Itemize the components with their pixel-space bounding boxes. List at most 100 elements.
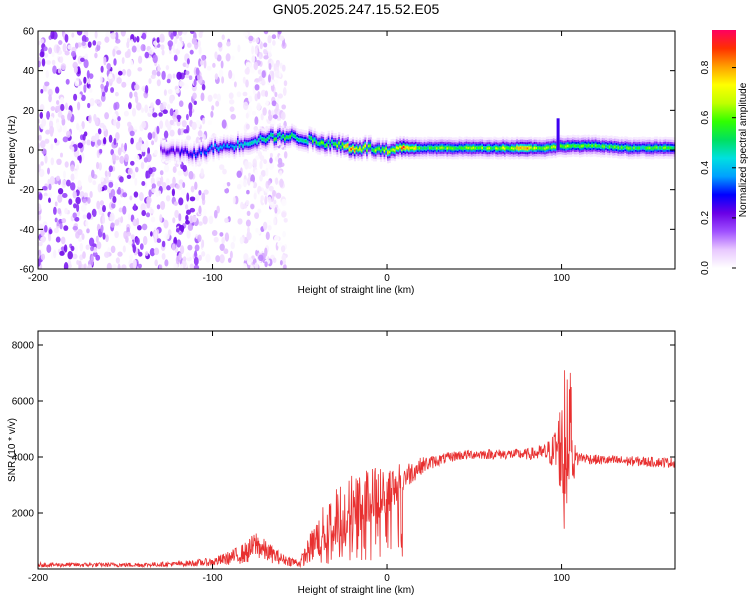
spectrogram-cell: [113, 138, 117, 146]
spectrogram-cell: [423, 146, 426, 149]
spectrogram-cell: [156, 238, 162, 243]
spectrogram-cell: [188, 75, 193, 81]
spectrogram-cell: [53, 206, 57, 215]
spectrogram-cell: [97, 128, 102, 135]
spectrogram-cell: [552, 145, 555, 148]
spectrogram-cell: [514, 147, 517, 150]
spectrogram-cell: [172, 217, 176, 224]
spectrogram-cell: [177, 170, 183, 176]
spectrogram-cell: [629, 147, 632, 150]
spectrogram-cell: [111, 153, 117, 162]
spectrogram-cell: [51, 59, 56, 66]
spectrogram-cell: [257, 91, 261, 100]
spectrogram-cell: [188, 170, 194, 180]
spectrogram-cell: [246, 210, 251, 217]
spectrogram-cell: [231, 145, 234, 148]
spectrogram-cell: [176, 71, 182, 80]
spectrogram-cell: [247, 226, 250, 235]
spectrogram-cell: [235, 210, 242, 216]
spectrogram-cell: [298, 139, 301, 141]
spectrogram-cell: [194, 181, 198, 190]
spectrogram-cell: [250, 141, 253, 144]
spectrogram-cell: [86, 228, 90, 234]
spectrogram-cell: [659, 146, 662, 149]
spectrogram-cell: [182, 256, 187, 262]
spectrogram-cell: [435, 147, 438, 150]
spectrogram-cell: [230, 241, 235, 250]
spectrogram-cell: [175, 255, 181, 265]
spectrogram-cell: [192, 92, 197, 100]
spectrogram-cell: [183, 83, 189, 90]
spectrogram-cell: [245, 79, 249, 88]
spectrogram-cell: [83, 84, 87, 93]
spectrogram-cell: [101, 91, 106, 97]
spectrogram-cell: [104, 112, 110, 120]
spectrogram-cell: [56, 122, 61, 130]
spectrogram-cell: [76, 203, 80, 213]
spectrogram-cell: [251, 45, 255, 55]
spectrogram-y-ticks: -60 -40 -20 0 20 40 60: [20, 27, 675, 276]
spectrogram-cell: [153, 247, 160, 256]
spectrogram-cell: [277, 157, 283, 165]
spectrogram-cell: [144, 51, 150, 59]
spectrogram-cell: [180, 189, 187, 195]
spectrogram-cell: [146, 199, 151, 209]
spectrogram-cell: [76, 164, 80, 171]
spectrogram-cell: [38, 249, 42, 257]
spectrogram-cell: [161, 49, 165, 56]
spectrogram-cell: [156, 37, 160, 43]
spectrogram-cell: [176, 239, 182, 248]
spectrogram-cell: [528, 146, 531, 149]
x-tick-label: 0: [384, 573, 390, 584]
spectrogram-cell: [255, 244, 260, 251]
spectrogram-cell: [259, 160, 263, 170]
spectrogram-cell: [141, 210, 147, 217]
spectrogram-cell: [112, 264, 117, 269]
spectrogram-cell: [124, 142, 128, 152]
spectrogram-cell: [652, 147, 655, 150]
spectrogram-cell: [260, 89, 267, 97]
spectrogram-cell: [102, 125, 107, 132]
spectrogram-cell: [185, 70, 190, 75]
spectrogram-cell: [246, 231, 252, 241]
spectrogram-cell: [76, 31, 83, 36]
spectrogram-cell: [38, 203, 42, 212]
spectrogram-cell: [507, 147, 510, 150]
spectrogram-cell: [164, 232, 170, 240]
spectrogram-cell: [150, 102, 155, 110]
spectrogram-cell: [261, 138, 264, 141]
x-tick-label: -200: [28, 573, 48, 584]
spectrogram-cell: [449, 147, 452, 149]
spectrogram-cell: [271, 34, 277, 40]
spectrogram-cell: [638, 147, 641, 149]
spectrogram-cell: [610, 145, 613, 148]
spectrogram-cell: [150, 74, 156, 80]
spectrogram-cell: [245, 123, 250, 130]
spectrogram-cell: [278, 70, 282, 78]
spectrogram-cell: [200, 152, 203, 155]
spectrogram-cell: [44, 154, 48, 164]
spectrogram-cell: [329, 144, 332, 147]
spectrogram-cell: [160, 44, 165, 51]
spectrogram-cell: [596, 145, 599, 148]
spectrogram-cell: [662, 147, 665, 149]
y-tick-label: -20: [20, 185, 35, 196]
spectrogram-cell: [190, 185, 195, 193]
spectrogram-cell: [272, 204, 276, 210]
spectrogram-cell: [54, 217, 58, 223]
spectrogram-cell: [289, 135, 292, 138]
spectrogram-cell: [279, 170, 283, 176]
spectrogram-cell: [415, 146, 418, 149]
spectrogram-cell: [272, 114, 278, 120]
spectrogram-cell: [98, 162, 102, 171]
spectrogram-cell: [268, 185, 274, 192]
spectrogram-cell: [121, 81, 127, 88]
snr-y-label: SNR (10 * v/v): [7, 418, 18, 482]
spectrogram-cell: [97, 183, 103, 193]
spectrogram-cell: [239, 236, 244, 245]
spectrogram-cell: [90, 245, 94, 252]
spectrogram-cell: [191, 154, 194, 157]
spectrogram-cell: [178, 197, 184, 206]
spectrogram-cell: [90, 169, 95, 179]
